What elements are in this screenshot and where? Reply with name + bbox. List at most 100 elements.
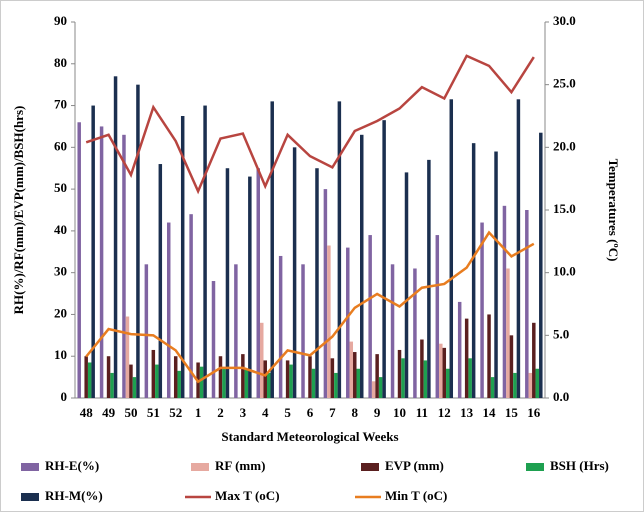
bar: [509, 335, 514, 398]
x-tick-label: 3: [240, 405, 247, 420]
y2-tick-label: 30.0: [553, 13, 576, 28]
legend-label: EVP (mm): [385, 458, 444, 473]
bar: [525, 210, 529, 398]
bar: [110, 372, 114, 398]
y2-tick-label: 5.0: [553, 326, 569, 341]
bar: [151, 349, 156, 398]
bar: [278, 255, 283, 398]
bar: [535, 368, 540, 398]
y2-tick-label: 10.0: [553, 264, 576, 279]
bar: [353, 352, 357, 398]
bar: [334, 372, 338, 398]
x-tick-label: 14: [483, 405, 497, 420]
y2-tick-label: 0.0: [553, 389, 569, 404]
bar: [166, 222, 171, 398]
bar: [260, 322, 264, 398]
bar: [244, 368, 249, 398]
x-tick-label: 50: [124, 405, 137, 420]
bar: [356, 368, 360, 398]
y-tick-label: 70: [54, 97, 67, 112]
bar: [404, 172, 409, 398]
x-tick-label: 16: [527, 405, 541, 420]
bar: [222, 368, 226, 398]
bar: [308, 356, 312, 398]
y2-tick-label: 15.0: [553, 201, 576, 216]
bar: [91, 105, 95, 399]
bar: [528, 372, 533, 398]
bar: [211, 281, 216, 398]
bar: [323, 189, 328, 398]
legend-label: BSH (Hrs): [550, 458, 609, 473]
y2-tick-label: 25.0: [553, 76, 576, 91]
bar: [330, 358, 335, 398]
bar: [199, 366, 204, 398]
bar: [177, 370, 181, 398]
x-tick-label: 15: [505, 405, 519, 420]
bar: [446, 368, 450, 398]
legend-swatch: [21, 493, 39, 501]
bar: [413, 268, 417, 398]
bar: [266, 372, 271, 398]
bar: [315, 168, 319, 398]
bar: [516, 99, 521, 399]
bar: [439, 343, 443, 398]
bar: [106, 356, 111, 398]
bar: [382, 120, 386, 398]
bar: [311, 368, 316, 398]
y-tick-label: 0: [61, 389, 68, 404]
x-tick-label: 6: [307, 405, 314, 420]
bar: [241, 354, 245, 398]
x-tick-label: 7: [329, 405, 336, 420]
bar: [397, 349, 402, 398]
x-tick-label: 8: [352, 405, 359, 420]
bar: [471, 143, 476, 398]
bar: [423, 360, 428, 398]
bar: [346, 247, 350, 398]
bar: [449, 99, 454, 399]
bar: [442, 347, 447, 398]
legend-swatch: [361, 463, 379, 471]
bar: [189, 214, 193, 398]
bar: [263, 360, 267, 398]
y-tick-label: 20: [54, 305, 67, 320]
x-tick-label: 49: [102, 405, 116, 420]
bar: [378, 377, 383, 398]
bar: [490, 377, 495, 398]
x-tick-label: 52: [169, 405, 182, 420]
x-tick-label: 11: [416, 405, 428, 420]
y-tick-label: 30: [54, 264, 67, 279]
bar: [532, 322, 536, 398]
bar: [480, 222, 484, 398]
bar: [301, 264, 305, 398]
legend-label: Max T (oC): [215, 488, 280, 503]
bar: [113, 76, 118, 399]
bar: [327, 245, 331, 398]
bar: [390, 264, 395, 398]
bar: [129, 364, 133, 398]
bar: [122, 134, 126, 399]
bar: [292, 147, 297, 398]
bar: [464, 318, 469, 398]
x-tick-label: 51: [147, 405, 160, 420]
legend-swatch: [21, 463, 39, 471]
bar: [539, 132, 543, 398]
bar: [84, 356, 88, 398]
bar: [144, 264, 149, 398]
x-tick-label: 9: [374, 405, 381, 420]
line: [85, 230, 535, 384]
bar: [256, 168, 261, 398]
bar: [427, 159, 431, 398]
legend-swatch: [191, 463, 209, 471]
bar: [337, 101, 342, 398]
y-tick-label: 50: [54, 180, 67, 195]
x-tick-label: 4: [262, 405, 269, 420]
x-tick-label: 2: [217, 405, 224, 420]
legend-label: RH-M(%): [45, 488, 103, 503]
bar: [349, 341, 354, 398]
x-tick-label: 1: [195, 405, 202, 420]
legend-label: Min T (oC): [385, 488, 447, 503]
x-tick-label: 10: [393, 405, 406, 420]
bar: [218, 356, 223, 398]
x-axis-label: Standard Meteorological Weeks: [221, 429, 398, 444]
